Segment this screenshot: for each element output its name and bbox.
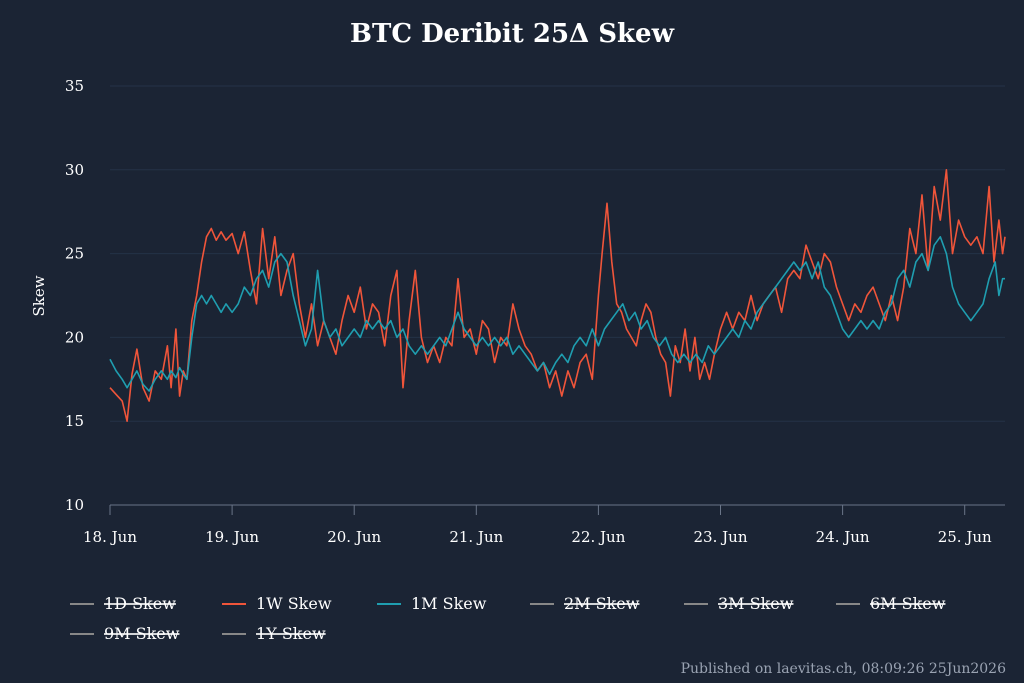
legend-item-1d-skew[interactable]: 1D Skew (70, 594, 176, 613)
x-tick-label: 21. Jun (449, 528, 503, 546)
series-layer (109, 169, 1006, 422)
y-tick-label: 20 (65, 328, 84, 346)
y-tick-label: 30 (65, 161, 84, 179)
series-line-1m-skew (109, 236, 1005, 392)
legend-label: 1Y Skew (256, 624, 326, 643)
x-tick-label: 23. Jun (694, 528, 748, 546)
y-tick-label: 35 (65, 77, 84, 95)
x-tick-label: 22. Jun (571, 528, 625, 546)
legend-label: 2M Skew (564, 594, 640, 613)
chart-title: BTC Deribit 25Δ Skew (350, 19, 675, 49)
legend-item-9m-skew[interactable]: 9M Skew (70, 624, 180, 643)
grid-layer (110, 85, 1005, 422)
footer-credit: Published on laevitas.ch, 08:09:26 25Jun… (681, 661, 1007, 677)
legend-item-6m-skew[interactable]: 6M Skew (836, 594, 946, 613)
legend-label: 3M Skew (718, 594, 794, 613)
legend-item-2m-skew[interactable]: 2M Skew (530, 594, 640, 613)
legend-label: 1D Skew (104, 594, 176, 613)
legend-item-1y-skew[interactable]: 1Y Skew (222, 624, 326, 643)
legend-label: 1W Skew (256, 594, 332, 613)
legend-label: 9M Skew (104, 624, 180, 643)
legend: 1D Skew 1W Skew 1M Skew 2M Skew 3M Skew 6M Sk… (70, 594, 946, 643)
legend-item-1m-skew[interactable]: 1M Skew (377, 594, 487, 613)
x-tick-label: 25. Jun (938, 528, 992, 546)
x-tick-label: 19. Jun (205, 528, 259, 546)
x-tick-label: 20. Jun (327, 528, 381, 546)
legend-item-1w-skew[interactable]: 1W Skew (222, 594, 332, 613)
legend-item-3m-skew[interactable]: 3M Skew (684, 594, 794, 613)
legend-label: 1M Skew (411, 594, 487, 613)
y-axis-label: Skew (30, 275, 48, 316)
y-tick-label: 10 (65, 496, 84, 514)
x-tick-label: 24. Jun (816, 528, 870, 546)
series-line-1w-skew (109, 169, 1006, 422)
x-tick-label: 18. Jun (83, 528, 137, 546)
legend-label: 6M Skew (870, 594, 946, 613)
y-tick-label: 15 (65, 412, 84, 430)
y-tick-label: 25 (65, 245, 84, 263)
axis-layer: 10 15 20 25 30 35 18. Jun 19. Jun 20. Jun 21. Jun… (65, 77, 1005, 546)
